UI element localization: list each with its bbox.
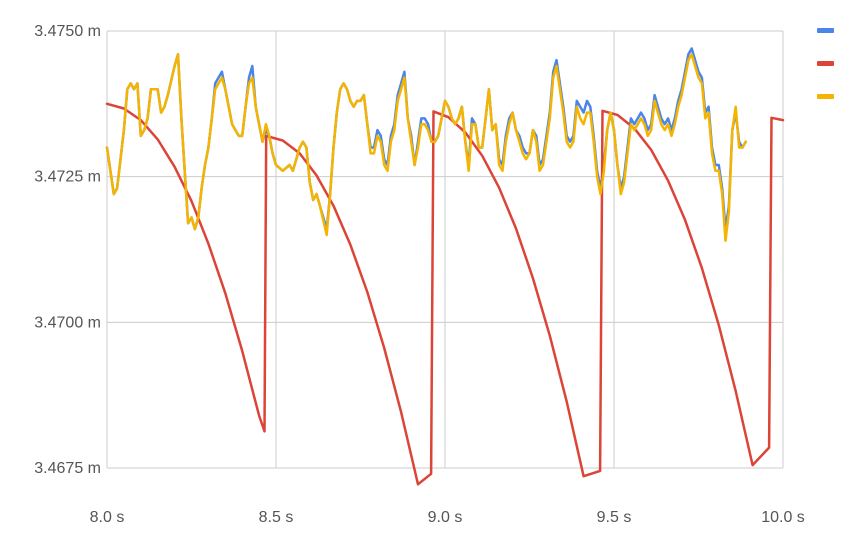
x-tick-label: 8.0 s <box>90 509 125 526</box>
x-axis: 8.0 s 8.5 s 9.0 s 9.5 s 10.0 s <box>90 509 805 526</box>
legend-swatch-2 <box>817 61 834 66</box>
y-tick-label: 3.4700 m <box>34 314 101 331</box>
x-tick-label: 10.0 s <box>761 509 805 526</box>
series-line-2 <box>105 102 785 486</box>
y-tick-label: 3.4750 m <box>34 23 101 40</box>
legend-swatch-3 <box>817 94 834 99</box>
legend <box>817 28 834 99</box>
x-tick-label: 8.5 s <box>259 509 294 526</box>
y-tick-label: 3.4675 m <box>34 460 101 477</box>
y-tick-label: 3.4725 m <box>34 169 101 186</box>
series-line-1 <box>105 47 748 231</box>
legend-swatch-1 <box>817 28 834 33</box>
series-line-3 <box>105 53 748 243</box>
y-axis: 3.4675 m 3.4700 m 3.4725 m 3.4750 m <box>34 23 101 477</box>
series-layer <box>105 47 785 486</box>
x-tick-label: 9.5 s <box>597 509 632 526</box>
x-tick-label: 9.0 s <box>428 509 463 526</box>
